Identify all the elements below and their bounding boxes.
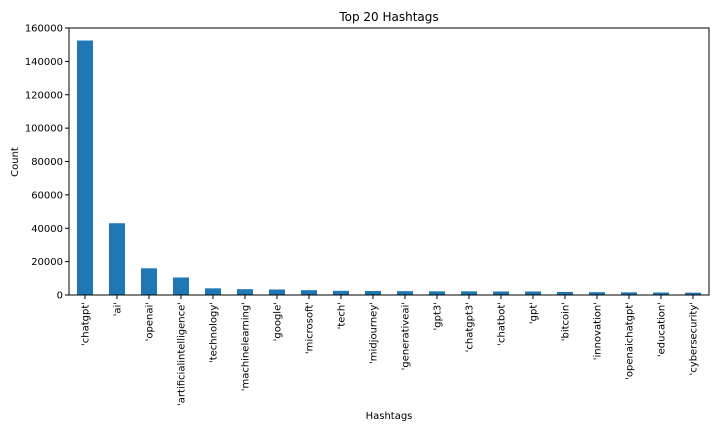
bar (557, 291, 573, 295)
y-axis-ticks: 0 20000 40000 60000 80000 100000 120000 140000 1… (25, 24, 69, 302)
bar (461, 291, 477, 295)
x-tick-label: 'innovation' (593, 302, 604, 360)
x-tick-label: 'tech' (337, 302, 348, 329)
chart-title: Top 20 Hashtags (338, 10, 438, 24)
y-tick-label: 100000 (25, 124, 63, 135)
bar (173, 277, 189, 295)
x-tick-label: 'midjourney' (369, 302, 380, 364)
y-axis-title: Count (10, 147, 21, 177)
bar (77, 40, 93, 295)
bars-group (77, 40, 701, 295)
bar (621, 292, 637, 295)
bar (525, 291, 541, 295)
x-tick-label: 'generativeai' (401, 302, 412, 370)
y-tick-label: 20000 (31, 257, 63, 268)
bar (653, 292, 669, 295)
y-tick-label: 60000 (31, 190, 63, 201)
x-tick-label: 'cybersecurity' (689, 302, 700, 375)
bar (397, 291, 413, 295)
bar (493, 291, 509, 295)
x-tick-label: 'chatbot' (497, 302, 508, 346)
x-axis-title: Hashtags (366, 411, 413, 422)
x-tick-label: 'openaichatgpt' (625, 302, 636, 380)
bar (141, 268, 157, 295)
x-axis-ticks: 'chatgpt' 'ai' 'openai' 'artificialintellig… (81, 295, 700, 406)
bar (205, 288, 221, 295)
x-tick-label: 'artificialintelligence' (177, 302, 188, 406)
x-tick-label: 'technology' (209, 302, 220, 363)
x-tick-label: 'google' (273, 302, 284, 341)
y-tick-label: 80000 (31, 157, 63, 168)
y-tick-label: 120000 (25, 90, 63, 101)
x-tick-label: 'microsoft' (305, 302, 316, 354)
y-tick-label: 0 (57, 291, 63, 302)
bar (685, 292, 701, 295)
y-tick-label: 40000 (31, 224, 63, 235)
x-tick-label: 'chatgpt3' (465, 302, 476, 352)
bar (429, 291, 445, 295)
x-tick-label: 'gpt3' (433, 302, 444, 330)
bar (269, 289, 285, 295)
y-tick-label: 160000 (25, 24, 63, 35)
bar (109, 223, 125, 295)
x-tick-label: 'gpt' (529, 302, 540, 324)
x-tick-label: 'openai' (145, 302, 156, 341)
bar (589, 292, 605, 295)
x-tick-label: 'bitcoin' (561, 302, 572, 341)
bar (301, 290, 317, 295)
bar (333, 290, 349, 295)
x-tick-label: 'ai' (113, 302, 124, 316)
x-tick-label: 'education' (657, 302, 668, 357)
bar (365, 290, 381, 295)
y-tick-label: 140000 (25, 57, 63, 68)
plot-frame (68, 27, 710, 296)
x-tick-label: 'machinelearning' (241, 302, 252, 391)
x-tick-label: 'chatgpt' (81, 302, 92, 346)
bar (237, 289, 253, 295)
